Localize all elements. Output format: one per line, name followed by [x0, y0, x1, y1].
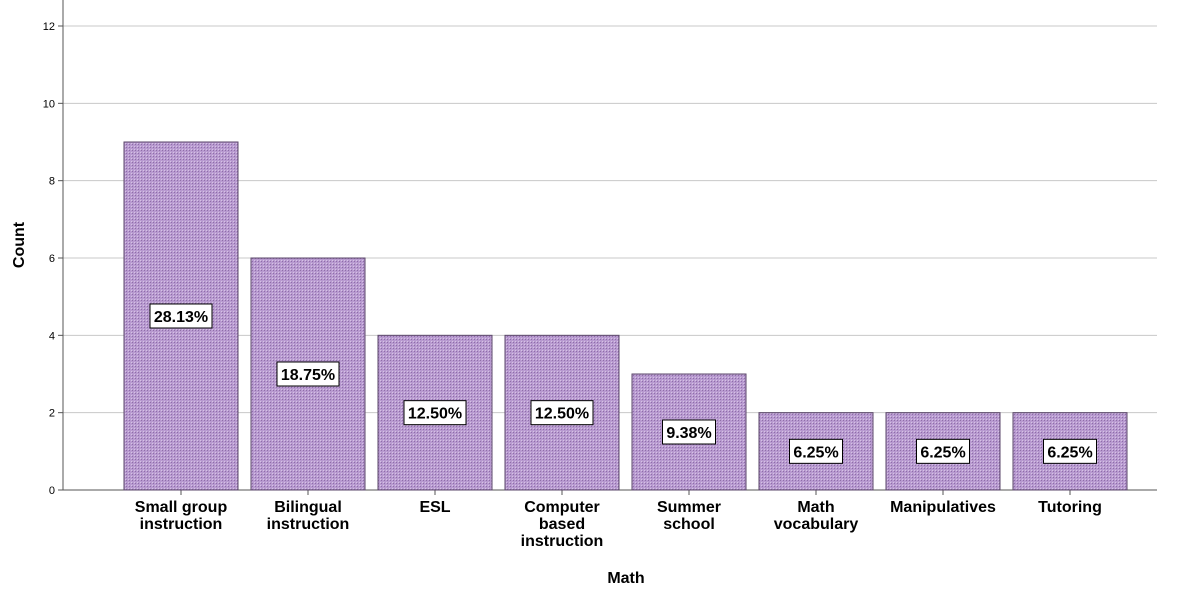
data-label: 6.25% [920, 444, 965, 461]
category-label: Small group instruction [135, 499, 228, 533]
category-label: Bilingual instruction [267, 499, 350, 533]
data-label: 12.50% [408, 406, 462, 423]
y-tick-label: 10 [43, 98, 55, 110]
y-tick-label: 0 [49, 485, 55, 497]
y-tick-label: 2 [49, 408, 55, 420]
data-label: 18.75% [281, 367, 335, 384]
data-label: 12.50% [535, 406, 589, 423]
category-label: Tutoring [1038, 499, 1102, 516]
category-label: Summer school [657, 499, 721, 533]
category-labels: Small group instruction Bilingual instructi… [135, 499, 1102, 550]
y-axis-title: Count [11, 221, 28, 268]
data-label: 9.38% [666, 425, 711, 442]
data-label: 6.25% [793, 444, 838, 461]
category-label: ESL [419, 499, 450, 516]
data-label: 6.25% [1047, 444, 1092, 461]
data-label: 28.13% [154, 309, 208, 326]
x-axis-title: Math [607, 570, 644, 587]
y-tick-label: 8 [49, 176, 55, 188]
y-tick-label: 12 [43, 21, 55, 33]
category-label: Computer based instruction [521, 499, 604, 550]
category-label: Math vocabulary [774, 499, 859, 533]
y-tick-label: 6 [49, 253, 55, 265]
y-tick-label: 4 [49, 330, 55, 342]
bars [124, 142, 1127, 490]
category-label: Manipulatives [890, 499, 996, 516]
